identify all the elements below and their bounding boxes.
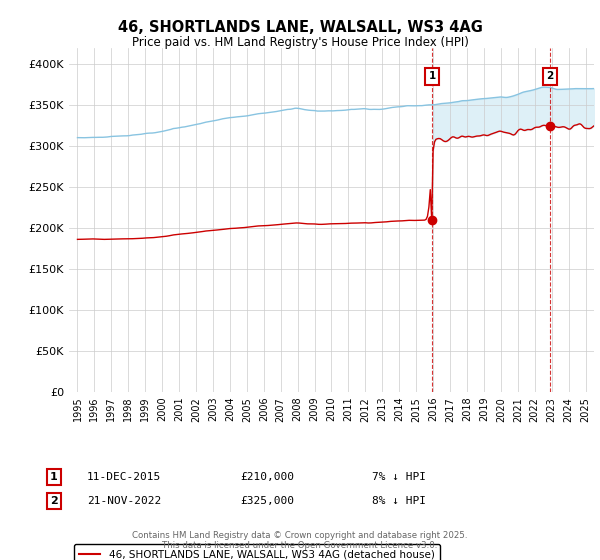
- Text: £325,000: £325,000: [240, 496, 294, 506]
- Text: 46, SHORTLANDS LANE, WALSALL, WS3 4AG: 46, SHORTLANDS LANE, WALSALL, WS3 4AG: [118, 20, 482, 35]
- Legend: 46, SHORTLANDS LANE, WALSALL, WS3 4AG (detached house), HPI: Average price, deta: 46, SHORTLANDS LANE, WALSALL, WS3 4AG (d…: [74, 544, 440, 560]
- Text: Price paid vs. HM Land Registry's House Price Index (HPI): Price paid vs. HM Land Registry's House …: [131, 36, 469, 49]
- Text: 8% ↓ HPI: 8% ↓ HPI: [372, 496, 426, 506]
- Text: 21-NOV-2022: 21-NOV-2022: [87, 496, 161, 506]
- Text: 1: 1: [428, 71, 436, 81]
- Text: 2: 2: [546, 71, 553, 81]
- Text: £210,000: £210,000: [240, 472, 294, 482]
- Text: 7% ↓ HPI: 7% ↓ HPI: [372, 472, 426, 482]
- Text: 1: 1: [50, 472, 58, 482]
- Text: 2: 2: [50, 496, 58, 506]
- Text: 11-DEC-2015: 11-DEC-2015: [87, 472, 161, 482]
- Text: Contains HM Land Registry data © Crown copyright and database right 2025.
This d: Contains HM Land Registry data © Crown c…: [132, 530, 468, 550]
